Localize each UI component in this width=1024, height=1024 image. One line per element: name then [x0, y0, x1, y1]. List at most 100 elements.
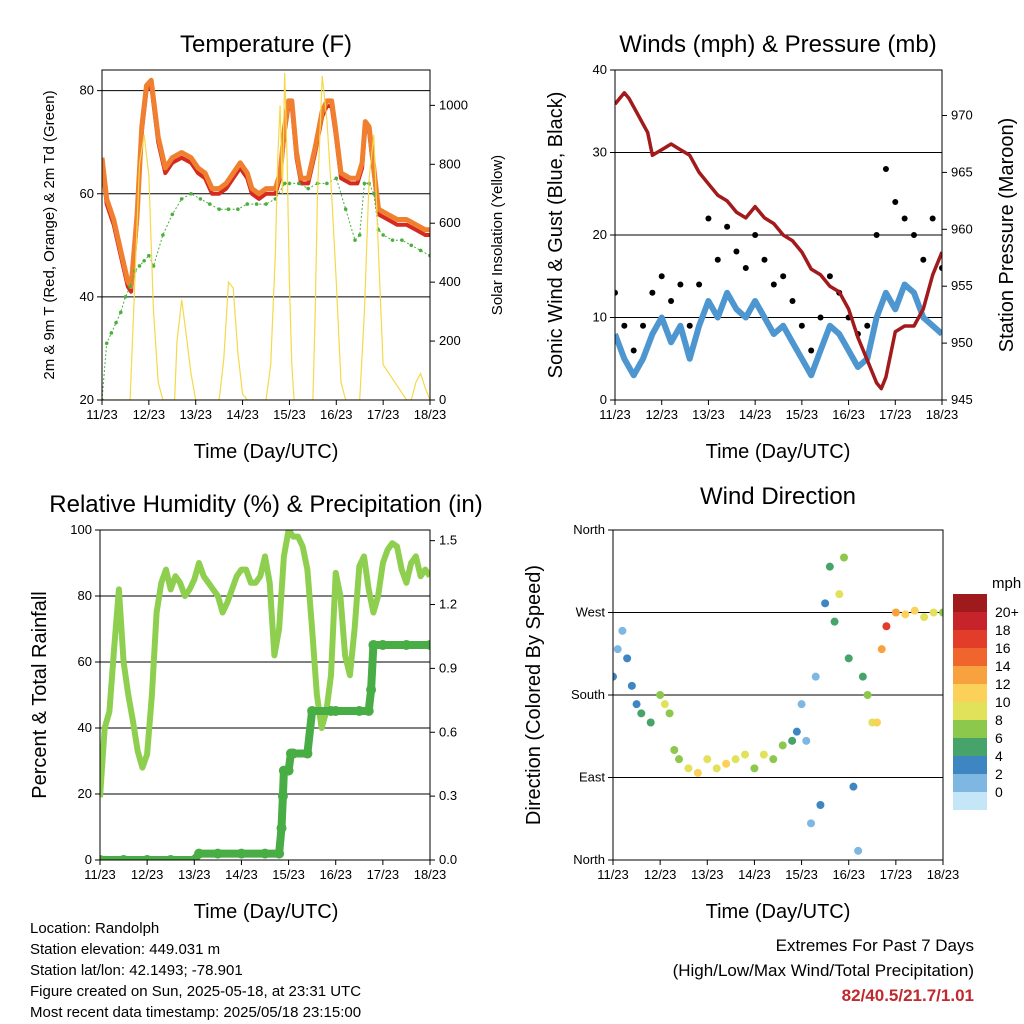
speed-colorbar: mph 20+ 18 16 14 12 10 8 6 4 2 0: [953, 575, 1021, 810]
direction-point: [901, 610, 910, 619]
direction-point: [863, 691, 872, 699]
direction-tick-group: 11/23 12/23 13/23 14/23 15/23 16/23 17/23 18/23…: [571, 522, 959, 882]
direction-point: [920, 613, 929, 622]
colorbar-label: 18: [995, 622, 1011, 638]
direction-point: [646, 718, 655, 727]
x-tick-label: 13/23: [691, 867, 724, 882]
y-right-tick-label: 0.3: [439, 788, 457, 803]
precipitation-point: [377, 639, 388, 650]
gust-point: [892, 199, 899, 205]
gust-point: [929, 215, 936, 222]
temperature-panel: Temperature (F) 11/23 12/23 13/23 14/23 15/2…: [41, 31, 506, 463]
precipitation-point: [194, 848, 204, 859]
colorbar-label: 6: [995, 730, 1003, 746]
extremes-subheading: (High/Low/Max Wind/Total Precipitation): [672, 961, 974, 980]
precipitation-point: [366, 684, 377, 695]
y-right-tick-label: 600: [439, 215, 461, 230]
gust-point: [817, 314, 824, 321]
direction-point: [882, 622, 891, 631]
colorbar-swatch: [953, 630, 987, 648]
direction-point: [741, 750, 749, 759]
colorbar-label: 20+: [995, 604, 1019, 620]
dewpoint-point: [109, 331, 114, 335]
x-tick-label: 12/23: [645, 407, 678, 422]
x-tick-label: 16/23: [832, 407, 865, 422]
temperature-ylabel: 2m & 9m T (Red, Orange) & 2m Td (Green): [41, 90, 58, 379]
dewpoint-point: [123, 295, 128, 299]
direction-point: [807, 819, 815, 828]
temperature-tick-group: 11/23 12/23 13/23 14/23 15/23 16/23 17/23 18/23…: [80, 83, 468, 422]
humidity-frame: [99, 529, 431, 861]
direction-point: [712, 764, 721, 773]
direction-point: [891, 608, 900, 617]
colorbar-label: 10: [995, 694, 1011, 710]
y-right-tick-label: 0.9: [439, 660, 457, 675]
precipitation-point: [100, 855, 105, 860]
direction-point: [693, 768, 702, 777]
precipitation-point: [142, 855, 153, 860]
x-tick-label: 17/23: [367, 407, 400, 422]
dewpoint-point: [297, 181, 301, 186]
precipitation-point: [283, 765, 294, 776]
gust-point: [882, 166, 889, 172]
direction-point: [816, 801, 825, 809]
precipitation-point: [165, 855, 176, 860]
gust-point: [640, 322, 647, 329]
sonic-wind-line: [615, 281, 942, 379]
x-tick-label: 11/23: [597, 867, 629, 882]
gust-point: [686, 322, 693, 329]
dewpoint-point: [400, 238, 404, 242]
humidity-xlabel: Time (Day/UTC): [194, 901, 339, 923]
dewpoint-point: [198, 197, 203, 201]
direction-point: [821, 599, 830, 608]
x-tick-label: 15/23: [272, 867, 305, 882]
extremes-values: 82/40.5/21.7/1.01: [841, 986, 974, 1005]
dewpoint-point: [334, 176, 339, 181]
winds-ylabel: Sonic Wind & Gust (Blue, Black): [545, 92, 567, 379]
gust-point: [724, 223, 731, 230]
y-tick-label: 20: [78, 786, 92, 801]
dewpoint-point: [189, 191, 193, 196]
direction-point: [830, 617, 839, 626]
direction-point: [675, 755, 683, 764]
colorbar-title: mph: [992, 575, 1021, 592]
x-tick-label: 12/23: [644, 867, 677, 882]
x-tick-label: 16/23: [832, 867, 865, 882]
y-tick-label: West: [576, 605, 606, 620]
gust-point: [910, 232, 917, 238]
x-tick-label: 12/23: [133, 407, 166, 422]
y-right-tick-label: 955: [951, 278, 973, 293]
dewpoint-point: [245, 202, 250, 206]
direction-point: [660, 700, 669, 709]
gust-point: [696, 281, 703, 288]
winds-series-group: [615, 91, 942, 391]
colorbar-swatch: [953, 792, 987, 810]
temperature-ylabel-right: Solar Insolation (Yellow): [489, 155, 506, 315]
colorbar-swatch: [953, 612, 987, 630]
direction-point: [835, 590, 844, 599]
precipitation-point: [354, 705, 365, 716]
dewpoint-point: [306, 186, 310, 191]
colorbar-swatch: [953, 594, 987, 612]
colorbar-label: 12: [995, 676, 1011, 692]
gust-point: [873, 232, 880, 238]
dewpoint-point: [353, 238, 357, 242]
gust-point: [733, 248, 740, 255]
dewpoint-point: [418, 248, 423, 253]
direction-point: [670, 746, 679, 754]
colorbar-label: 8: [995, 712, 1003, 728]
direction-point: [778, 741, 787, 750]
dewpoint-point: [343, 207, 348, 212]
direction-point: [627, 681, 636, 690]
y-tick-label: 0: [85, 852, 92, 867]
dewpoint-point: [325, 181, 329, 186]
dewpoint-point: [147, 253, 151, 258]
precipitation-point: [425, 639, 430, 650]
direction-point: [811, 672, 820, 681]
y-tick-label: 40: [80, 289, 94, 304]
precipitation-point: [277, 791, 288, 802]
gust-point: [615, 289, 618, 296]
dewpoint-point: [236, 207, 240, 212]
direction-xlabel: Time (Day/UTC): [706, 901, 851, 923]
